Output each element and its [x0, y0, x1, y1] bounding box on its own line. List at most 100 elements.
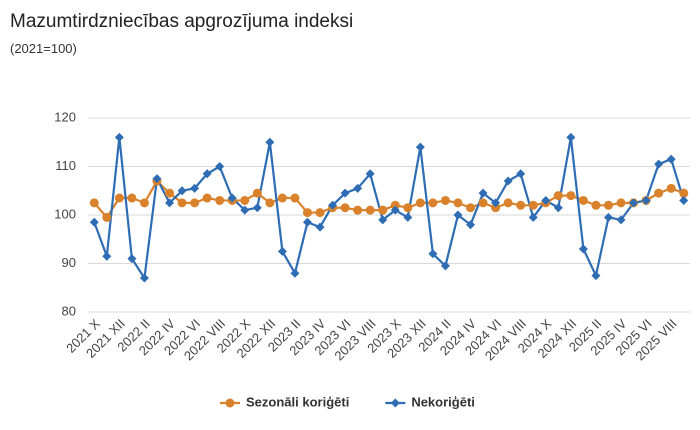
data-point [428, 249, 438, 259]
data-point [252, 188, 262, 198]
data-point [139, 273, 149, 283]
data-point [666, 183, 676, 193]
data-point [190, 198, 200, 208]
data-point [215, 162, 225, 171]
data-point [315, 222, 325, 232]
data-point [240, 205, 250, 215]
data-point [390, 200, 400, 210]
data-point [102, 251, 112, 261]
data-point [616, 215, 626, 225]
data-point [152, 174, 162, 184]
data-point [528, 200, 538, 210]
y-tick-label: 80 [62, 303, 76, 318]
data-point [466, 203, 476, 213]
data-point [440, 195, 450, 205]
data-point [202, 193, 212, 203]
data-point [340, 188, 350, 198]
data-point [378, 215, 388, 225]
data-point [403, 203, 413, 213]
data-point [578, 195, 588, 205]
data-point [302, 208, 312, 218]
data-point [616, 198, 626, 208]
legend-label: Sezonāli koriģēti [246, 394, 349, 409]
data-point [453, 210, 463, 220]
data-point [353, 205, 363, 215]
data-point [541, 195, 551, 205]
data-point [227, 193, 237, 203]
data-point [340, 203, 350, 213]
data-point [415, 142, 425, 152]
data-point [553, 203, 563, 213]
y-tick-label: 90 [62, 255, 76, 270]
chart-subtitle: (2021=100) [10, 41, 77, 56]
data-point [466, 220, 476, 230]
data-point [603, 212, 613, 222]
data-point [114, 132, 124, 142]
data-point [578, 244, 588, 254]
legend-marker [390, 398, 400, 408]
data-point [679, 195, 689, 205]
data-point [516, 169, 526, 179]
data-point [503, 176, 513, 186]
data-point [139, 198, 149, 208]
data-point [679, 188, 689, 198]
data-point [353, 183, 363, 193]
data-point [365, 169, 375, 179]
data-point [265, 137, 275, 147]
data-point [215, 195, 225, 205]
data-point [491, 198, 501, 208]
data-point [403, 212, 413, 222]
data-point [177, 198, 187, 208]
data-point [566, 132, 576, 142]
data-point [428, 198, 438, 208]
data-point [102, 212, 112, 222]
data-point [190, 183, 200, 193]
data-point [390, 205, 400, 215]
y-tick-label: 120 [54, 109, 76, 124]
data-point [290, 193, 300, 203]
data-point [89, 198, 99, 208]
data-point [365, 205, 375, 215]
data-point [252, 203, 262, 213]
data-point [165, 198, 175, 208]
data-point [491, 203, 501, 213]
data-point [265, 198, 275, 208]
data-point [641, 195, 651, 205]
data-point [114, 193, 124, 203]
data-point [453, 198, 463, 208]
data-point [528, 212, 538, 222]
data-point [566, 191, 576, 201]
data-point [553, 191, 563, 201]
data-point [654, 159, 664, 169]
data-point [277, 246, 287, 256]
data-point [302, 217, 312, 227]
data-point [666, 154, 676, 164]
data-point [202, 169, 212, 179]
data-point [277, 193, 287, 203]
data-point [603, 200, 613, 210]
data-point [478, 188, 488, 198]
data-point [315, 208, 325, 218]
data-point [240, 195, 250, 205]
data-point [591, 200, 601, 210]
data-point [440, 261, 450, 271]
data-point [478, 198, 488, 208]
legend-label: Nekoriģēti [411, 394, 475, 409]
y-tick-label: 110 [55, 158, 76, 173]
data-point [290, 268, 300, 278]
data-point [415, 198, 425, 208]
data-point [328, 200, 338, 210]
data-point [591, 271, 601, 281]
y-tick-label: 100 [54, 206, 76, 221]
data-point [654, 188, 664, 198]
data-point [629, 198, 639, 208]
data-point [127, 193, 137, 203]
data-point [516, 200, 526, 210]
data-point [503, 198, 513, 208]
chart-title: Mazumtirdzniecības apgrozījuma indeksi [10, 11, 353, 32]
data-point [177, 186, 187, 196]
legend-marker [225, 398, 235, 408]
data-point [89, 217, 99, 227]
data-point [127, 254, 137, 264]
